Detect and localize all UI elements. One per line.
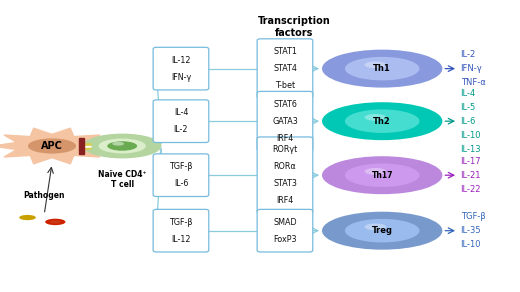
Text: IL-5: IL-5	[461, 103, 476, 112]
Text: TGF-β: TGF-β	[461, 212, 485, 221]
Ellipse shape	[365, 168, 386, 175]
Ellipse shape	[345, 164, 420, 187]
Text: STAT3: STAT3	[273, 179, 297, 188]
Text: IL-17: IL-17	[461, 157, 481, 166]
Text: IL-21: IL-21	[461, 171, 481, 180]
Ellipse shape	[345, 219, 420, 242]
Text: IL-4: IL-4	[174, 108, 188, 117]
FancyBboxPatch shape	[153, 154, 209, 197]
Text: IL-12: IL-12	[171, 56, 191, 65]
Text: IFN-γ: IFN-γ	[461, 64, 483, 73]
Text: FoxP3: FoxP3	[273, 235, 297, 244]
FancyBboxPatch shape	[257, 209, 313, 252]
Text: IL-10: IL-10	[461, 240, 481, 249]
Text: APC: APC	[41, 141, 63, 151]
Text: STAT4: STAT4	[273, 64, 297, 73]
FancyBboxPatch shape	[153, 100, 209, 142]
Ellipse shape	[99, 138, 146, 154]
Text: IRF4: IRF4	[276, 196, 294, 205]
Ellipse shape	[322, 212, 443, 250]
Ellipse shape	[112, 142, 124, 146]
FancyBboxPatch shape	[257, 91, 313, 151]
Text: IL-6: IL-6	[461, 117, 476, 126]
Text: Th17: Th17	[371, 171, 393, 180]
Text: Naïve CD4⁺
T cell: Naïve CD4⁺ T cell	[98, 170, 147, 190]
Text: IL-6: IL-6	[174, 179, 188, 188]
Text: IRF4: IRF4	[276, 134, 294, 142]
Text: Pathogen: Pathogen	[23, 191, 65, 200]
Ellipse shape	[107, 141, 137, 151]
Text: TGF-β: TGF-β	[169, 162, 193, 171]
Text: TNF-α: TNF-α	[461, 78, 485, 87]
Text: STAT1: STAT1	[273, 47, 297, 56]
Text: Th2: Th2	[373, 117, 391, 126]
Text: SMAD: SMAD	[273, 218, 297, 227]
Ellipse shape	[322, 50, 443, 88]
Text: IL-4: IL-4	[461, 89, 476, 98]
Text: Th1: Th1	[373, 64, 391, 73]
FancyBboxPatch shape	[153, 209, 209, 252]
FancyBboxPatch shape	[79, 138, 84, 154]
Ellipse shape	[365, 223, 386, 230]
Text: IFN-γ: IFN-γ	[171, 73, 191, 81]
Text: IL-22: IL-22	[461, 185, 481, 194]
Ellipse shape	[345, 110, 420, 133]
Polygon shape	[0, 128, 111, 164]
Ellipse shape	[19, 215, 36, 220]
Text: IL-10: IL-10	[461, 131, 481, 140]
Text: IL-35: IL-35	[461, 226, 481, 235]
Ellipse shape	[365, 114, 386, 121]
Text: IL-2: IL-2	[174, 125, 188, 134]
Ellipse shape	[322, 102, 443, 140]
Text: IL-13: IL-13	[461, 145, 481, 154]
Text: Treg: Treg	[372, 226, 393, 235]
Text: RORγt: RORγt	[272, 145, 297, 154]
Ellipse shape	[83, 134, 162, 158]
Ellipse shape	[28, 138, 76, 154]
Text: cytokine: cytokine	[160, 47, 199, 55]
Text: IL-2: IL-2	[461, 50, 476, 59]
Text: TGF-β: TGF-β	[169, 218, 193, 227]
Text: RORα: RORα	[274, 162, 296, 171]
FancyBboxPatch shape	[257, 137, 313, 213]
Text: Transcription
factors: Transcription factors	[257, 16, 330, 38]
Ellipse shape	[365, 61, 386, 68]
Text: GATA3: GATA3	[272, 117, 298, 126]
Ellipse shape	[345, 57, 420, 80]
Text: IL-12: IL-12	[171, 235, 191, 244]
FancyBboxPatch shape	[153, 47, 209, 90]
Text: STAT6: STAT6	[273, 100, 297, 109]
Ellipse shape	[50, 220, 60, 224]
Ellipse shape	[322, 156, 443, 194]
FancyBboxPatch shape	[257, 39, 313, 98]
Text: T-bet: T-bet	[275, 81, 295, 90]
Ellipse shape	[45, 219, 66, 225]
